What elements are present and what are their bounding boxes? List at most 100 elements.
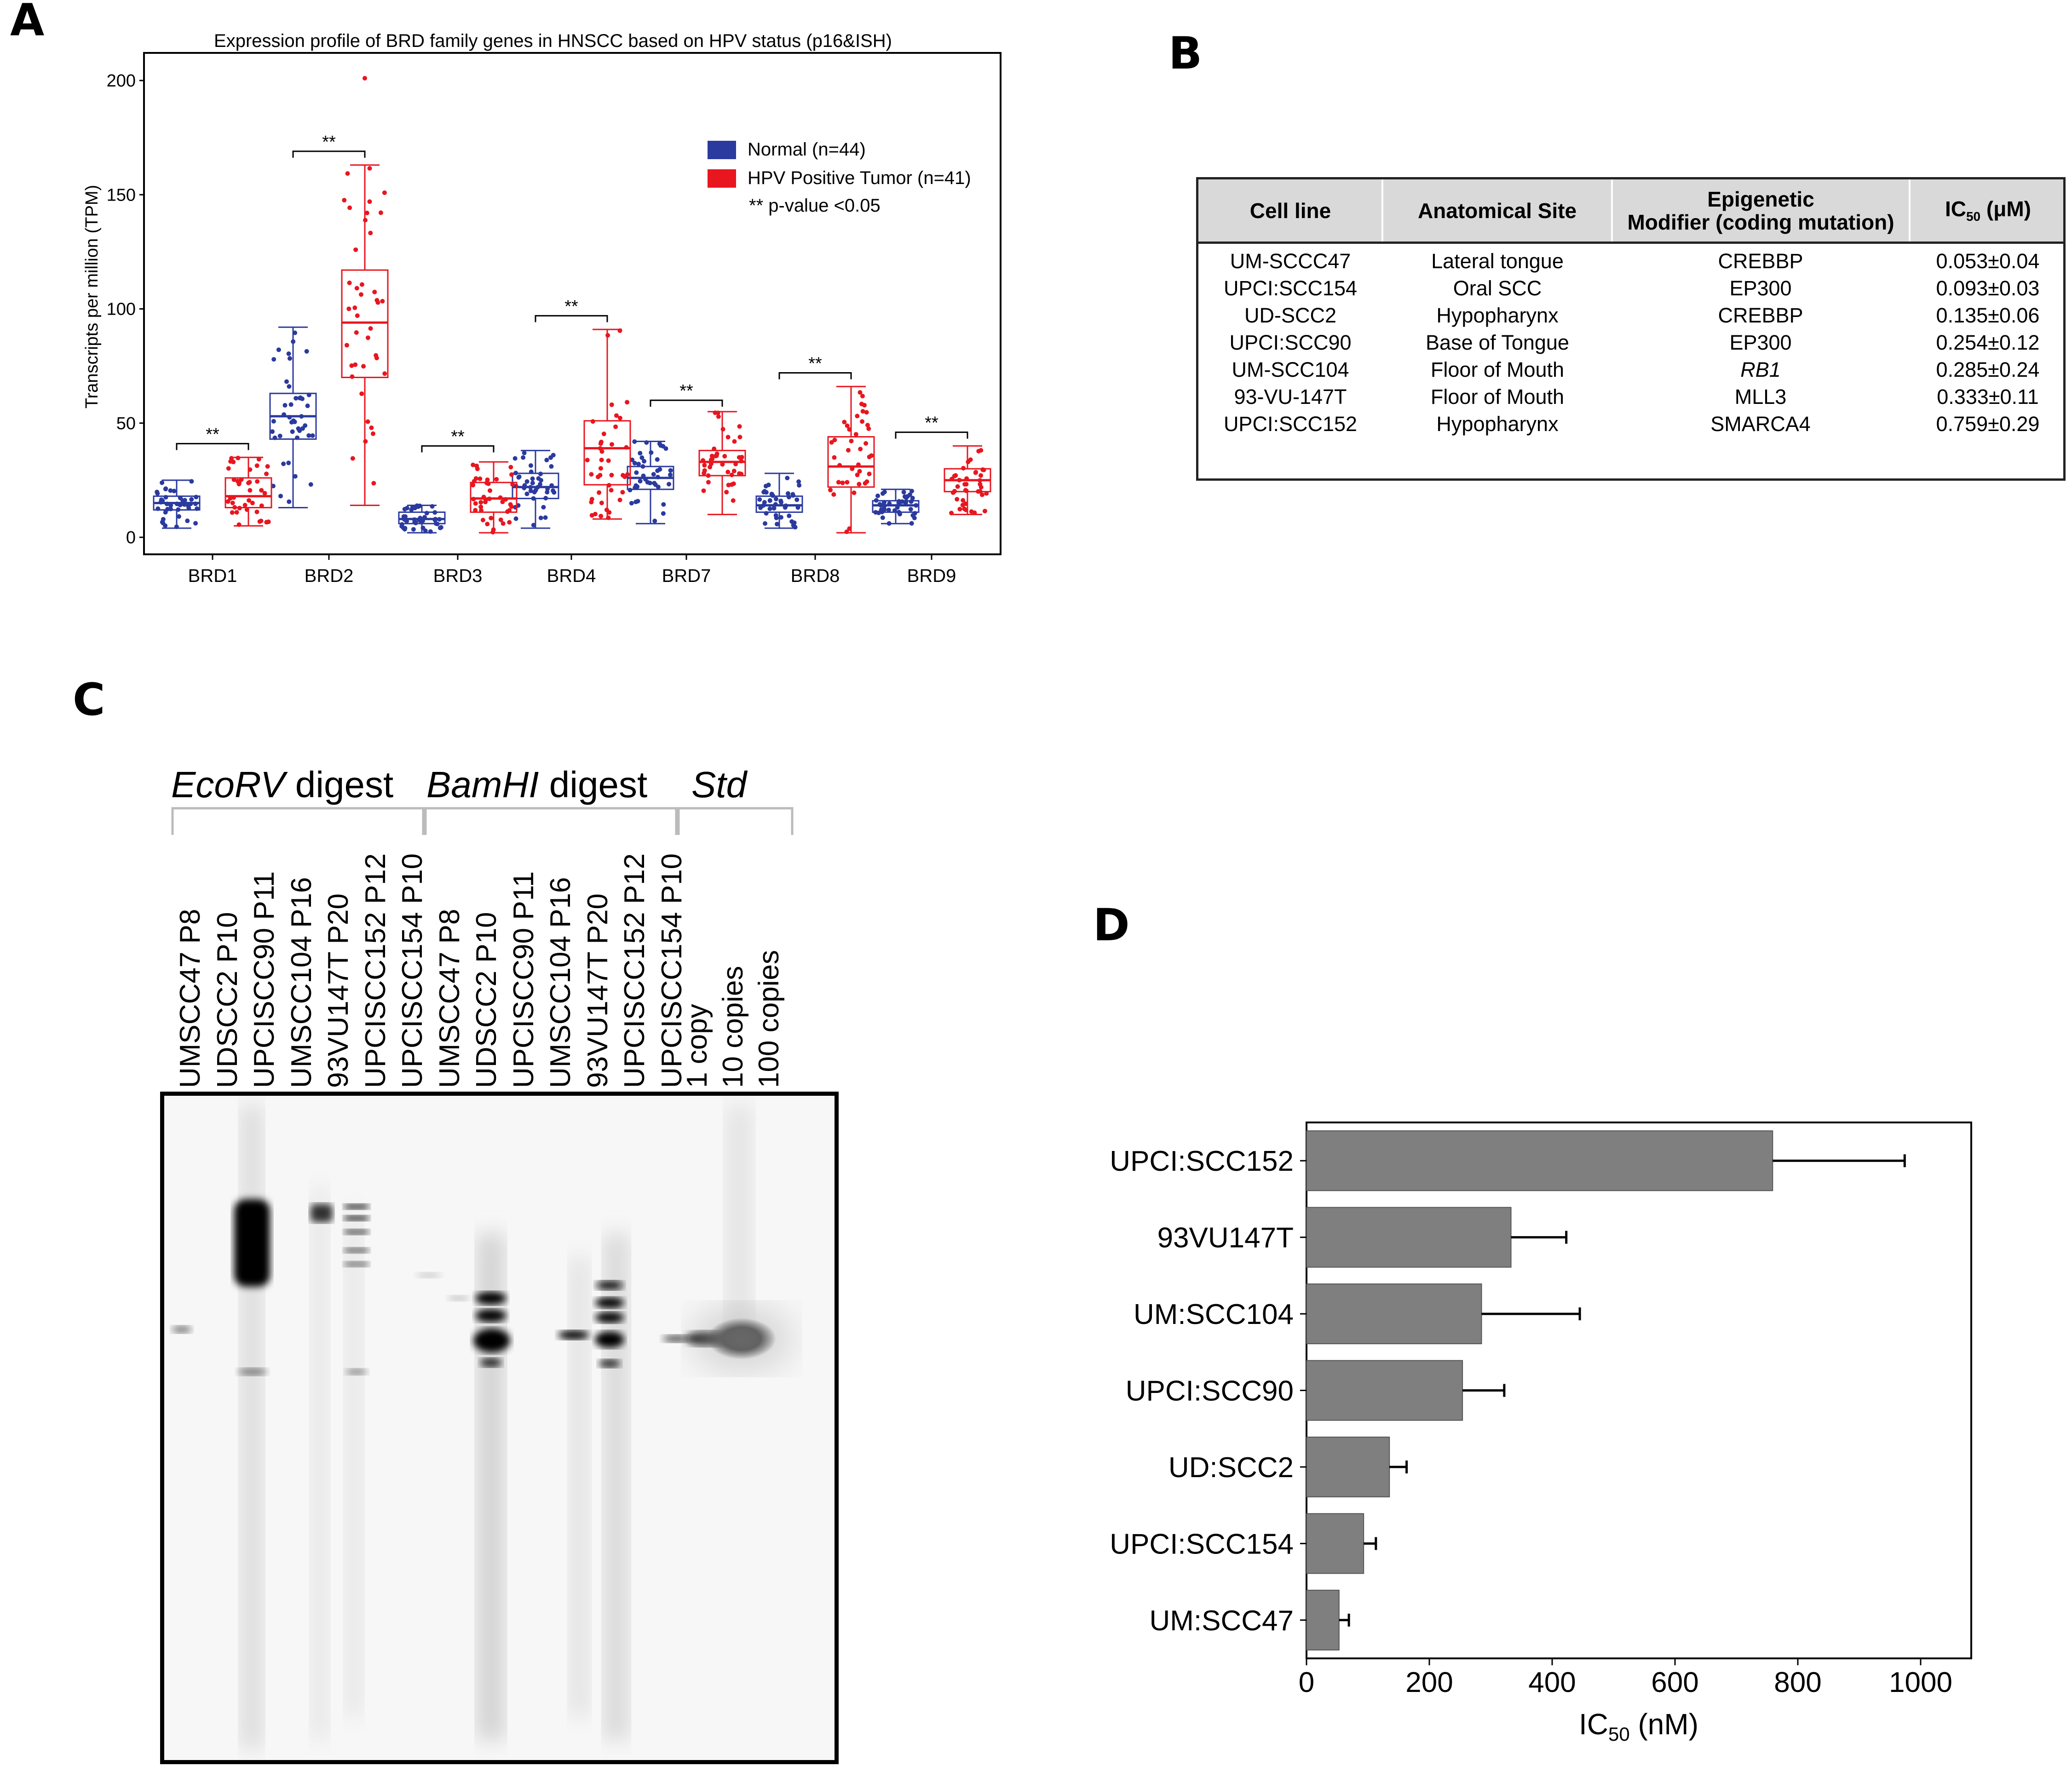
jitter-point	[865, 423, 870, 428]
jitter-point	[867, 472, 872, 477]
jitter-point	[363, 218, 368, 223]
jitter-point	[259, 488, 264, 493]
table-cell-ic50: 0.053±0.04	[1936, 249, 2040, 273]
x-tick-label-a: BRD4	[547, 566, 596, 586]
jitter-point	[652, 481, 657, 486]
jitter-point	[271, 357, 276, 362]
jitter-point	[528, 489, 533, 494]
panel-d-bar-chart: UPCI:SCC152 93VU147T UM:SCC104 UPCI:SCC90 UD…	[1110, 1122, 1972, 1745]
jitter-point	[516, 475, 521, 480]
jitter-point	[725, 435, 731, 440]
jitter-point	[236, 455, 241, 460]
jitter-point	[281, 461, 286, 466]
jitter-point	[155, 506, 161, 511]
jitter-point	[635, 499, 640, 504]
box-brd3-tumor	[470, 461, 518, 535]
smear-lane5	[311, 1188, 329, 1740]
box-brd9-tumor	[944, 445, 991, 516]
bar-upciscc154	[1306, 1513, 1364, 1574]
jitter-point	[609, 472, 614, 478]
jitter-point	[346, 306, 351, 311]
table-cell-modifier: MLL3	[1734, 385, 1787, 408]
jitter-point	[194, 495, 199, 500]
jitter-point	[908, 506, 913, 512]
jitter-point	[304, 349, 309, 354]
jitter-point	[955, 484, 960, 489]
jitter-point	[225, 499, 230, 504]
jitter-point	[409, 507, 414, 512]
jitter-point	[601, 431, 606, 437]
smear-std	[725, 1105, 753, 1335]
jitter-point	[624, 445, 629, 450]
jitter-point	[655, 475, 660, 480]
jitter-point	[605, 333, 610, 338]
jitter-point	[976, 449, 981, 454]
jitter-point	[510, 482, 515, 487]
jitter-point	[668, 472, 673, 478]
box-brd4-tumor	[583, 328, 631, 520]
jitter-point	[295, 435, 300, 440]
x-axis-a: BRD1 BRD2 BRD3 BRD4 BRD7 BRD8 BRD9	[188, 554, 956, 586]
jitter-point	[286, 460, 291, 466]
lane-label: 1 copy	[681, 1004, 713, 1088]
box-brd8-tumor	[827, 385, 875, 535]
jitter-point	[845, 480, 850, 485]
jitter-point	[763, 521, 768, 526]
jitter-point	[912, 515, 917, 520]
jitter-point	[635, 484, 640, 489]
jitter-point	[593, 512, 598, 517]
jitter-point	[164, 501, 169, 506]
jitter-point	[474, 463, 479, 468]
bar-umscc47	[1306, 1589, 1340, 1651]
jitter-point	[957, 478, 962, 483]
jitter-point	[793, 525, 798, 530]
jitter-point	[538, 472, 543, 477]
table-cell-site: Base of Tongue	[1426, 331, 1569, 354]
jitter-point	[909, 499, 914, 504]
jitter-point	[982, 508, 987, 513]
jitter-point	[347, 280, 352, 285]
jitter-point	[531, 496, 536, 501]
jitter-point	[433, 521, 438, 526]
band-lane1	[172, 1326, 192, 1333]
jitter-point	[256, 457, 261, 462]
jitter-point	[186, 506, 191, 511]
jitter-point	[264, 472, 269, 477]
jitter-point	[182, 498, 187, 503]
jitter-point	[478, 504, 483, 509]
box-brd2-normal	[269, 326, 317, 508]
jitter-point	[176, 514, 181, 519]
jitter-point	[895, 505, 900, 510]
jitter-point	[758, 505, 763, 510]
jitter-point	[228, 496, 233, 501]
jitter-point	[828, 488, 833, 493]
jitter-point	[976, 489, 981, 494]
jitter-point	[796, 479, 801, 484]
jitter-point	[606, 483, 611, 488]
jitter-point	[432, 518, 437, 523]
jitter-point	[729, 472, 734, 478]
jitter-point	[282, 412, 287, 417]
band-lane13e	[599, 1359, 621, 1368]
jitter-point	[668, 468, 673, 473]
jitter-point	[155, 491, 160, 496]
lane-label: UPCISCC152 P12	[619, 853, 650, 1088]
jitter-point	[306, 433, 311, 438]
legend-swatch-tumor	[708, 169, 736, 188]
x-tick-label-a: BRD7	[662, 566, 711, 586]
jitter-point	[485, 522, 490, 527]
significance-bracket	[895, 431, 968, 439]
jitter-point	[374, 356, 379, 361]
jitter-point	[858, 390, 863, 395]
jitter-point	[731, 468, 737, 473]
table-cell-modifier: RB1	[1740, 358, 1781, 381]
table-cell-site: Floor of Mouth	[1430, 385, 1565, 408]
jitter-point	[352, 305, 357, 311]
significance-bracket	[535, 315, 608, 322]
y-tick-label-d: UPCI:SCC154	[1110, 1528, 1294, 1560]
jitter-point	[299, 414, 304, 419]
panel-a-boxplot: Expression profile of BRD family genes i…	[82, 31, 1001, 586]
panel-letter-a: A	[10, 0, 45, 46]
jitter-point	[590, 419, 595, 424]
jitter-point	[702, 463, 707, 468]
